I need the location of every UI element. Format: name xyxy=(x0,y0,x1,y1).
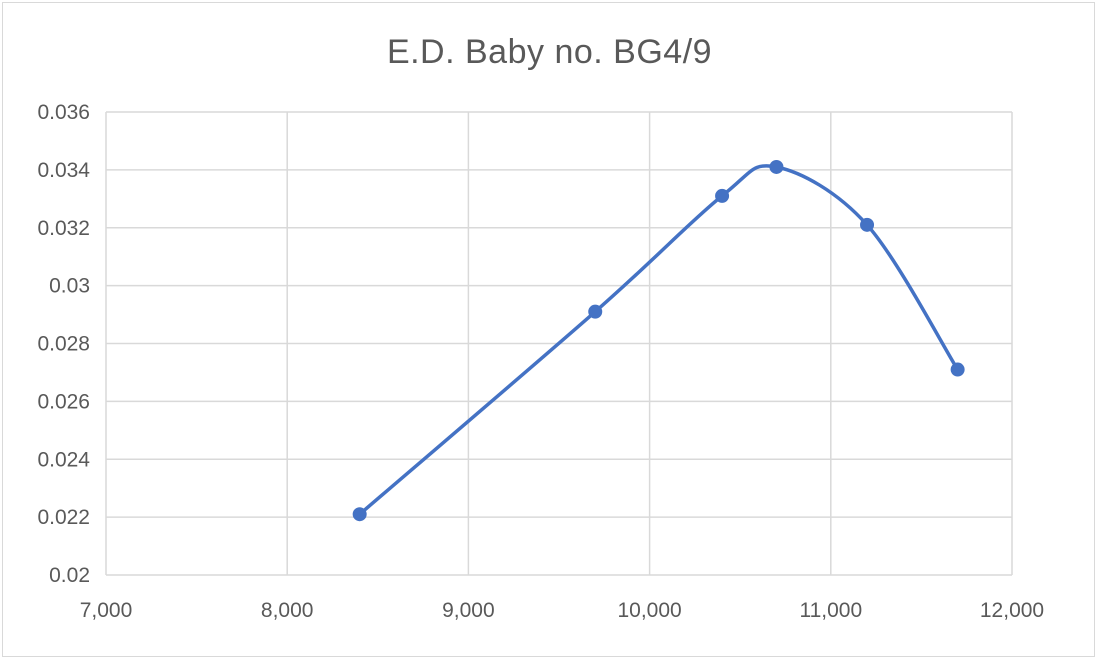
y-tick-label: 0.034 xyxy=(37,159,90,182)
y-tick-label: 0.02 xyxy=(49,564,90,587)
data-point xyxy=(860,217,875,232)
data-point xyxy=(950,362,965,377)
x-tick-label: 11,000 xyxy=(799,599,862,622)
y-tick-label: 0.024 xyxy=(37,448,90,471)
x-tick-label: 12,000 xyxy=(980,599,1044,622)
x-tick-label: 7,000 xyxy=(80,599,133,622)
y-tick-label: 0.036 xyxy=(37,101,90,124)
y-tick-label: 0.026 xyxy=(37,390,90,413)
data-point xyxy=(715,188,730,203)
x-tick-label: 8,000 xyxy=(261,599,314,622)
y-axis-tick-labels: 0.036 0.034 0.032 0.03 0.028 0.026 0.024 0.022 0… xyxy=(37,101,90,587)
y-tick-label: 0.032 xyxy=(37,217,90,240)
data-point xyxy=(352,507,367,522)
y-tick-label: 0.022 xyxy=(37,506,90,529)
x-tick-label: 10,000 xyxy=(617,599,681,622)
x-axis-tick-labels: 7,000 8,000 9,000 10,000 11,000 12,000 xyxy=(80,599,1044,622)
axes xyxy=(105,112,1012,576)
data-point xyxy=(769,159,784,174)
series-group xyxy=(352,159,965,522)
y-tick-label: 0.028 xyxy=(37,333,90,356)
x-tick-label: 9,000 xyxy=(442,599,495,622)
data-point xyxy=(588,304,603,319)
series-line xyxy=(357,164,960,516)
chart-title: E.D. Baby no. BG4/9 xyxy=(386,33,713,71)
y-tick-label: 0.03 xyxy=(49,275,90,298)
